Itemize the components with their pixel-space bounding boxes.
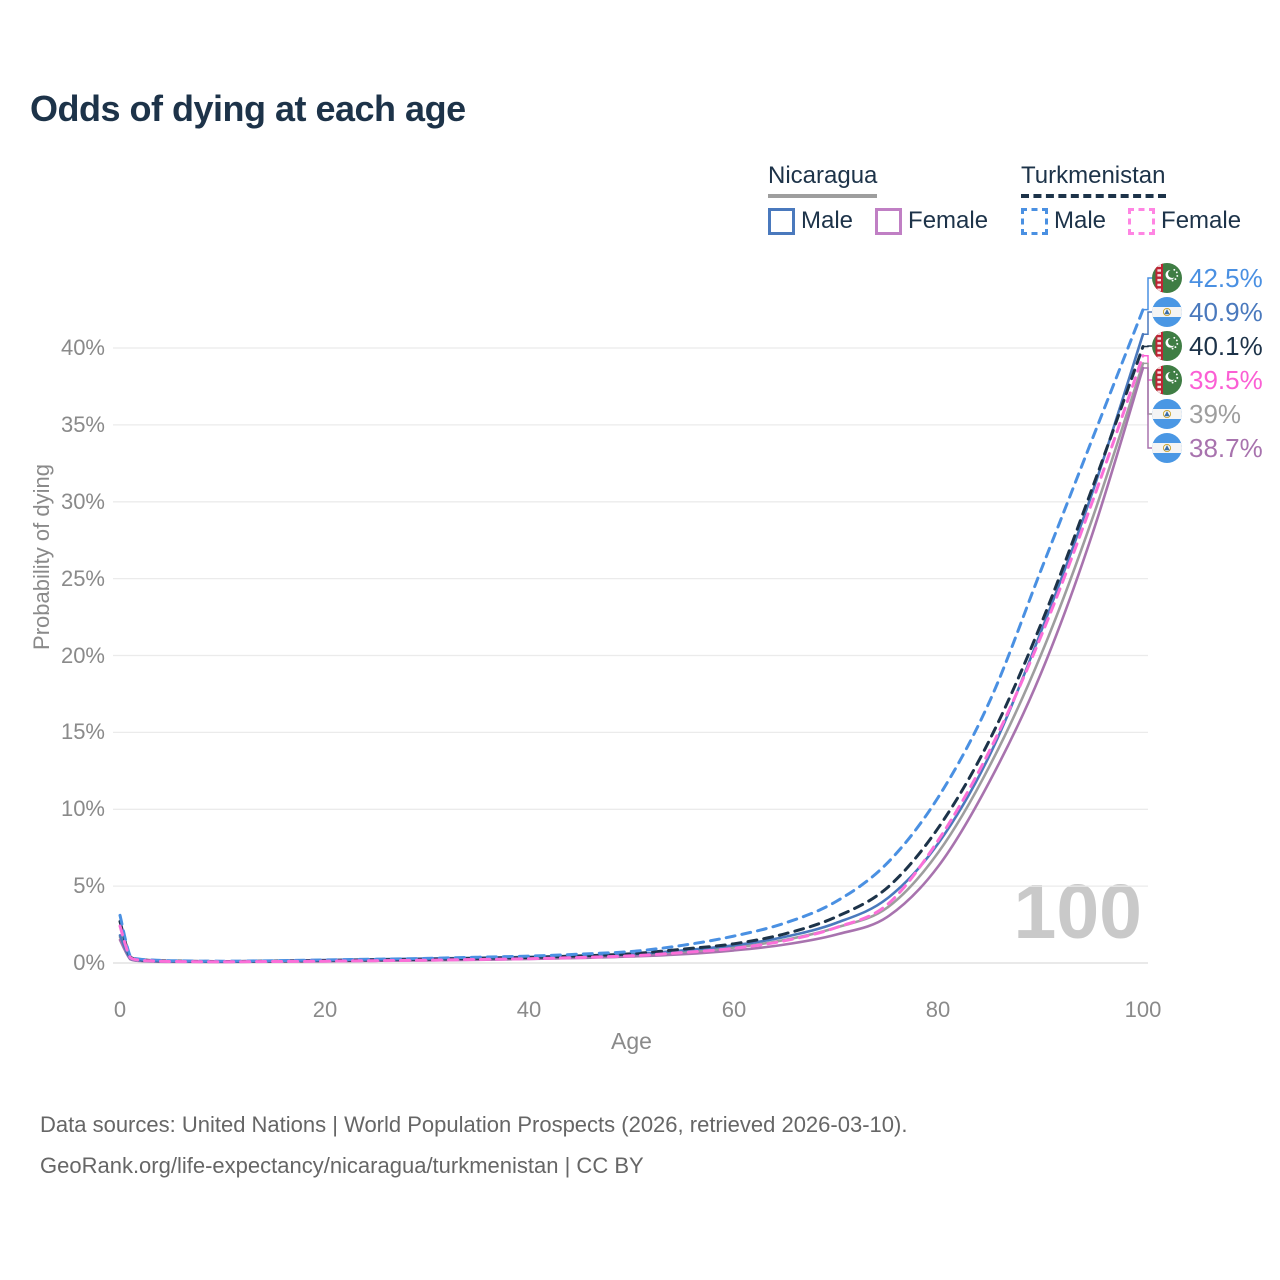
legend-item-label: Male [1054, 207, 1107, 234]
x-tick-label: 20 [312, 997, 338, 1022]
legend-item-nicaragua-female[interactable]: Female [875, 207, 988, 235]
y-tick-label: 5% [73, 873, 105, 898]
series-line-ni_all [118, 362, 1145, 964]
end-label-leader-line [1144, 367, 1152, 449]
x-tick-label: 60 [721, 997, 747, 1022]
footer-sources-line: Data sources: United Nations | World Pop… [40, 1112, 908, 1137]
footer-attribution-line: GeoRank.org/life-expectancy/nicaragua/tu… [40, 1153, 644, 1178]
series-line-tm_all [118, 345, 1145, 964]
y-tick-label: 0% [73, 950, 105, 975]
legend-heading-turkmenistan: Turkmenistan [1021, 162, 1166, 198]
x-tick-label: 0 [113, 997, 127, 1022]
y-tick-label: 30% [60, 489, 105, 514]
y-tick-label: 10% [60, 796, 105, 821]
chart-title: Odds of dying at each age [30, 88, 466, 129]
y-tick-label: 15% [60, 719, 105, 744]
end-label-value: 38.7% [1189, 433, 1263, 463]
series-end-label: 39.5% [1152, 365, 1263, 395]
turkmenistan-flag-icon [1152, 331, 1182, 361]
legend-item-turkmenistan-female[interactable]: Female [1128, 207, 1241, 235]
legend-group-turkmenistan: Turkmenistan Male Female [1021, 162, 1241, 235]
legend-item-label: Male [801, 207, 854, 234]
nicaragua-flag-icon [1152, 297, 1182, 327]
x-tick-label: 100 [1124, 997, 1162, 1022]
end-label-value: 42.5% [1189, 263, 1263, 293]
end-label-value: 40.9% [1189, 297, 1263, 327]
legend-item-label: Female [908, 207, 989, 234]
age-watermark: 100 [1013, 869, 1142, 955]
nicaragua-male-swatch-icon [768, 207, 795, 235]
turkmenistan-flag-icon [1152, 365, 1182, 395]
y-tick-label: 20% [60, 643, 105, 668]
turkmenistan-female-swatch-icon [1128, 207, 1156, 235]
series-end-label: 39% [1152, 399, 1241, 429]
series-line-ni_male [118, 332, 1145, 963]
series-line-tm_male [118, 308, 1145, 963]
legend-item-turkmenistan-male[interactable]: Male [1021, 207, 1106, 235]
legend-heading-nicaragua: Nicaragua [768, 162, 878, 198]
data-sources-footer: Data sources: United Nations | World Pop… [40, 1104, 1240, 1186]
x-tick-label: 40 [516, 997, 542, 1022]
series-end-label: 38.7% [1152, 433, 1263, 463]
y-tick-label: 40% [60, 335, 105, 360]
series-end-label: 40.9% [1152, 297, 1263, 327]
end-label-leader-line [1144, 345, 1152, 348]
end-label-leader-line [1144, 311, 1152, 335]
y-tick-label: 25% [60, 566, 105, 591]
end-label-value: 39.5% [1189, 365, 1263, 395]
turkmenistan-flag-icon [1152, 263, 1182, 293]
legend-item-nicaragua-male[interactable]: Male [768, 207, 853, 235]
series-end-label: 40.1% [1152, 331, 1263, 361]
end-label-value: 40.1% [1189, 331, 1263, 361]
y-tick-label: 35% [60, 412, 105, 437]
x-tick-label: 80 [925, 997, 951, 1022]
end-label-leader-line [1144, 277, 1152, 311]
nicaragua-female-swatch-icon [875, 207, 903, 235]
legend-item-label: Female [1161, 207, 1242, 234]
x-axis-title: Age [611, 1028, 652, 1054]
nicaragua-flag-icon [1152, 433, 1182, 463]
y-axis-title: Probability of dying [29, 464, 54, 650]
legend-group-nicaragua: Nicaragua Male Female [768, 162, 988, 235]
series-line-tm_female [118, 354, 1145, 964]
end-label-value: 39% [1189, 399, 1242, 429]
nicaragua-flag-icon [1152, 399, 1182, 429]
series-line-ni_female [118, 366, 1145, 964]
turkmenistan-male-swatch-icon [1021, 207, 1048, 235]
series-end-label: 42.5% [1152, 263, 1263, 293]
